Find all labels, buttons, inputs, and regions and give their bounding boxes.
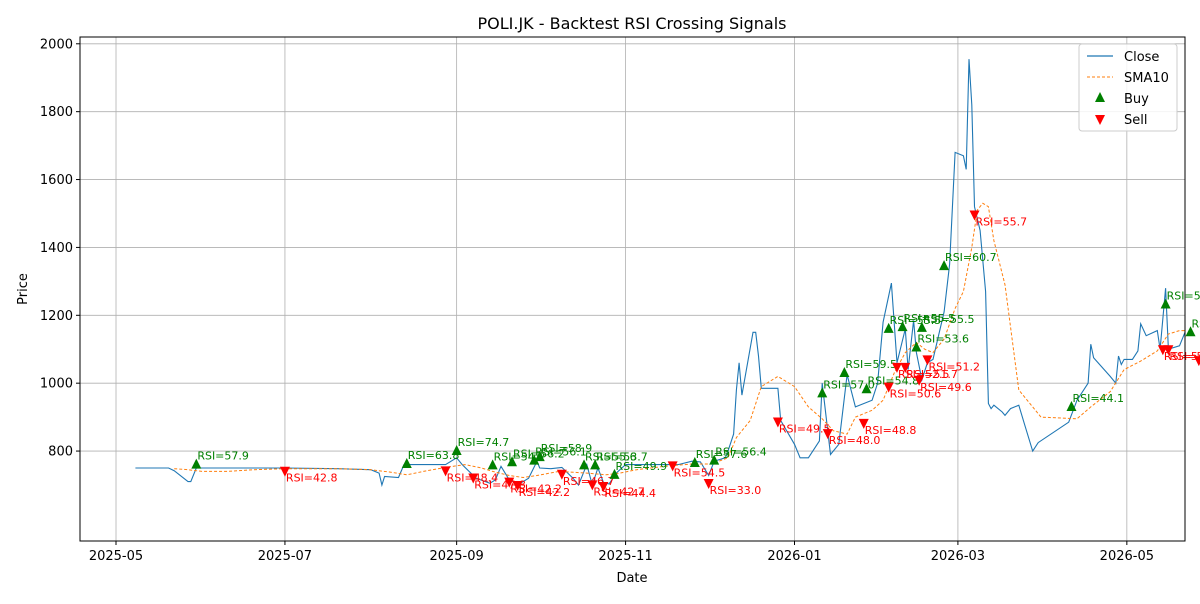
x-tick-label: 2025-07 — [258, 549, 312, 564]
y-tick-label: 1800 — [40, 105, 73, 120]
y-tick-label: 2000 — [40, 37, 73, 52]
buy-signal-label: RSI=49.9 — [615, 460, 667, 473]
sell-signal-label: RSI=48.8 — [865, 424, 917, 437]
y-axis-label: Price — [16, 273, 31, 305]
legend-label: Buy — [1124, 92, 1149, 107]
x-tick-label: 2026-03 — [931, 549, 985, 564]
sell-signal-label: RSI=44.4 — [604, 487, 656, 500]
sell-signal-label: RSI=49.6 — [920, 381, 972, 394]
buy-signal-label: RSI=60.7 — [945, 251, 997, 264]
buy-signal-label: RSI=44.1 — [1072, 392, 1124, 405]
y-tick-label: 1200 — [40, 309, 73, 324]
buy-signal-label: RSI=74.7 — [458, 436, 510, 449]
legend: Close SMA10 Buy Sell — [1079, 44, 1177, 131]
x-axis-label: Date — [616, 571, 647, 586]
sell-signal-label: RSI=55.7 — [976, 216, 1028, 229]
legend-label: Close — [1124, 50, 1159, 65]
y-tick-label: 1400 — [40, 241, 73, 256]
sell-signal-label: RSI=54.5 — [674, 466, 726, 479]
sell-signal-label: RSI=49.5 — [779, 423, 831, 436]
x-tick-label: 2025-11 — [598, 549, 652, 564]
sell-signal-label: RSI=51.2 — [928, 360, 980, 373]
x-tick-label: 2025-09 — [429, 549, 483, 564]
buy-signal-label: RSI=63.8 — [408, 449, 460, 462]
x-tick-label: 2026-01 — [767, 549, 821, 564]
buy-signal-label: RSI=59.5 — [845, 358, 897, 371]
buy-signal-label: RSI=57.9 — [197, 450, 249, 463]
y-tick-label: 800 — [48, 445, 73, 460]
sell-signal-label: RSI=33.0 — [710, 484, 762, 497]
y-tick-label: 1000 — [40, 377, 73, 392]
buy-signal-label: RSI=53.0 — [1192, 317, 1200, 330]
legend-label: SMA10 — [1124, 71, 1169, 86]
buy-signal-label: RSI=56.4 — [715, 446, 767, 459]
x-tick-label: 2026-05 — [1100, 549, 1154, 564]
y-tick-label: 1600 — [40, 173, 73, 188]
sell-signal-label: RSI=42.8 — [286, 472, 338, 485]
x-tick-label: 2025-05 — [89, 549, 143, 564]
buy-signal-label: RSI=59.5 — [1167, 289, 1200, 302]
sell-signal-label: RSI=42.2 — [519, 486, 571, 499]
legend-label: Sell — [1124, 113, 1147, 128]
buy-signal-label: RSI=55.5 — [923, 313, 975, 326]
buy-signal-label: RSI=53.6 — [917, 333, 969, 346]
chart-title: POLI.JK - Backtest RSI Crossing Signals — [477, 14, 786, 33]
